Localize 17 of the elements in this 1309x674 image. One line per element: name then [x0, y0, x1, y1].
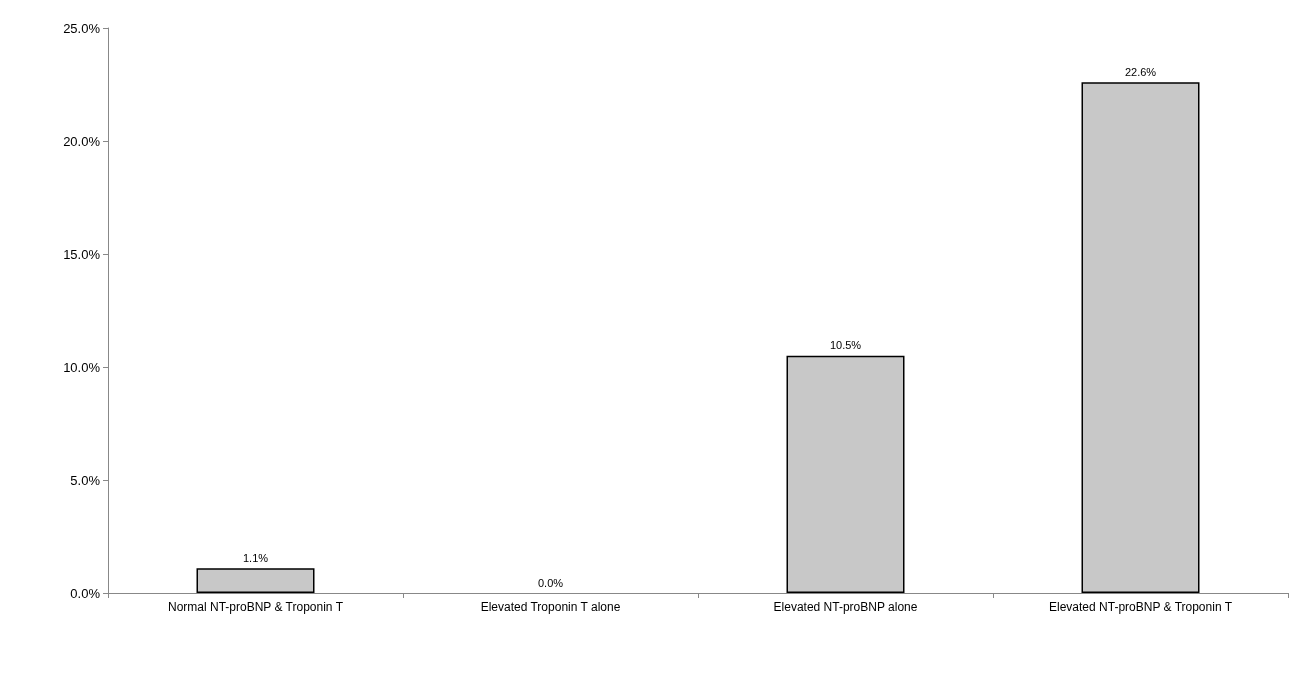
x-tick-label: Normal NT-proBNP & Troponin T [168, 600, 344, 614]
y-tick-label: 0.0% [70, 585, 101, 601]
data-label: 22.6% [1124, 65, 1157, 78]
x-tick-label: Elevated Troponin T alone [480, 600, 621, 614]
bar [1081, 82, 1200, 593]
y-tick-label: 15.0% [63, 246, 101, 262]
data-label: 10.5% [829, 339, 862, 352]
y-tick-label: 5.0% [70, 472, 101, 488]
bar [196, 568, 315, 593]
x-tick-label: Elevated NT-proBNP & Troponin T [1049, 600, 1233, 614]
y-tick-label: 25.0% [63, 20, 101, 36]
x-tick-label: Elevated NT-proBNP alone [773, 600, 918, 614]
data-label: 0.0% [537, 576, 564, 589]
y-tick-label: 10.0% [63, 359, 101, 375]
data-label: 1.1% [242, 551, 269, 564]
bar [786, 355, 905, 593]
y-tick-label: 20.0% [63, 133, 101, 149]
